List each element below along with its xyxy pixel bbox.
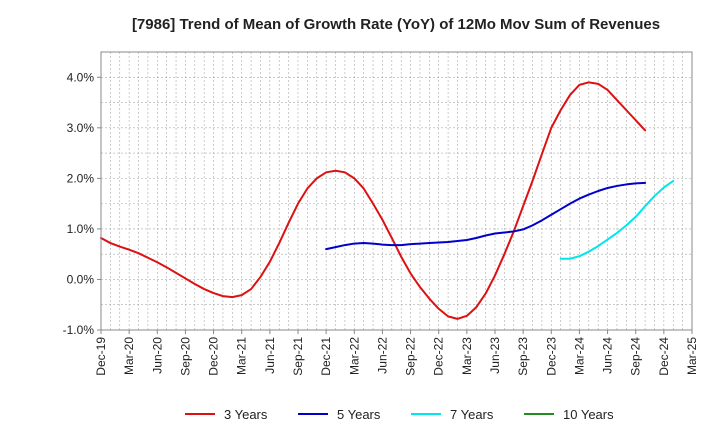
x-tick-label: Mar-20 xyxy=(122,337,136,375)
x-tick-label: Mar-25 xyxy=(685,337,699,375)
x-tick-label: Dec-23 xyxy=(544,337,558,376)
legend-label-5-years: 5 Years xyxy=(337,407,381,422)
x-tick-label: Sep-21 xyxy=(291,337,305,376)
y-tick-label: 3.0% xyxy=(67,121,95,135)
x-axis: Dec-19 Mar-20 Jun-20 Sep-20 Dec-20 Mar-21 Jun-… xyxy=(94,330,699,376)
y-tick-label: 0.0% xyxy=(67,272,95,286)
series-line-7-years xyxy=(559,179,675,260)
series-line-3-years xyxy=(100,81,647,320)
x-tick-label: Sep-23 xyxy=(516,337,530,376)
x-tick-label: Jun-24 xyxy=(601,337,615,374)
x-tick-label: Jun-22 xyxy=(375,337,389,374)
x-tick-label: Jun-23 xyxy=(488,337,502,374)
legend: 3 Years 5 Years 7 Years 10 Years xyxy=(185,407,614,422)
x-tick-label: Mar-24 xyxy=(572,337,586,375)
plot-frame xyxy=(100,51,693,331)
x-tick-label: Dec-21 xyxy=(319,337,333,376)
x-tick-label: Sep-22 xyxy=(404,337,418,376)
legend-label-7-years: 7 Years xyxy=(450,407,494,422)
series-layer xyxy=(100,81,675,320)
x-tick-label: Mar-21 xyxy=(235,337,249,375)
x-tick-label: Sep-24 xyxy=(629,337,643,376)
y-tick-label: 1.0% xyxy=(67,222,95,236)
x-tick-label: Jun-21 xyxy=(263,337,277,374)
plot-area xyxy=(101,52,692,330)
x-tick-label: Dec-20 xyxy=(207,337,221,376)
y-axis: -1.0% 0.0% 1.0% 2.0% 3.0% 4.0% xyxy=(63,70,101,337)
y-tick-label: 4.0% xyxy=(67,70,95,84)
x-tick-label: Jun-20 xyxy=(150,337,164,374)
y-tick-label: 2.0% xyxy=(67,171,95,185)
y-tick-label: -1.0% xyxy=(63,323,95,337)
x-tick-label: Mar-23 xyxy=(460,337,474,375)
legend-label-10-years: 10 Years xyxy=(563,407,614,422)
legend-label-3-years: 3 Years xyxy=(224,407,268,422)
x-tick-label: Dec-22 xyxy=(432,337,446,376)
grid xyxy=(101,52,692,330)
x-tick-label: Dec-19 xyxy=(94,337,108,376)
x-tick-label: Mar-22 xyxy=(347,337,361,375)
chart-title: [7986] Trend of Mean of Growth Rate (YoY… xyxy=(132,16,660,33)
x-tick-label: Sep-20 xyxy=(178,337,192,376)
x-tick-label: Dec-24 xyxy=(657,337,671,376)
series-line-5-years xyxy=(325,181,647,251)
